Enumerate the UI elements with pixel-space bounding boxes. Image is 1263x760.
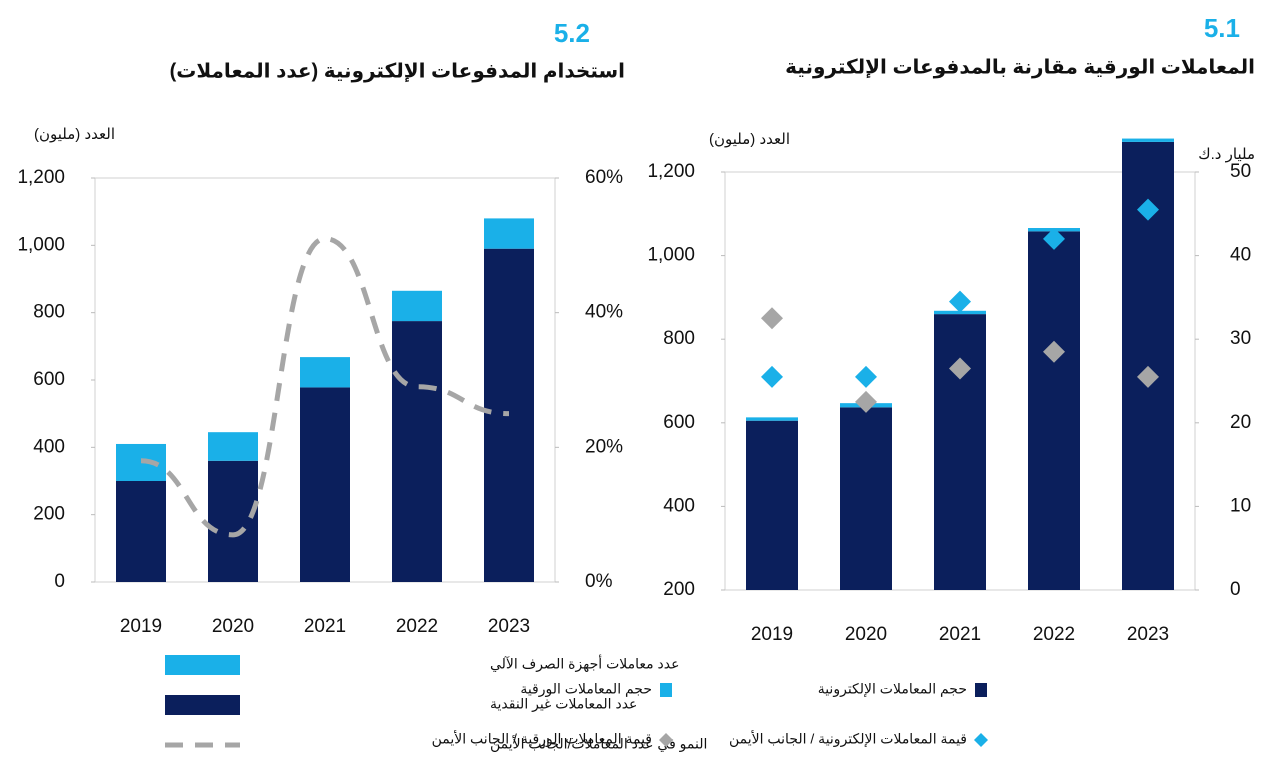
diamond-marker <box>1137 365 1159 388</box>
y-tick-label: 1,000 <box>647 245 695 266</box>
diamond-marker <box>761 365 783 388</box>
bar-segment <box>484 218 534 249</box>
diamond-marker <box>855 365 877 388</box>
x-tick-label: 2022 <box>396 616 438 637</box>
x-tick-label: 2023 <box>1127 624 1169 645</box>
y-axis-label: العدد (مليون) <box>709 131 790 148</box>
diamond-marker <box>949 357 971 380</box>
legend-swatch <box>659 733 673 747</box>
diamond-marker <box>1137 198 1159 221</box>
x-tick-label: 2023 <box>488 616 530 637</box>
bar-segment <box>392 321 442 582</box>
y2-tick-label: 40% <box>585 302 623 323</box>
y2-tick-label: 10 <box>1230 495 1251 516</box>
bar-segment <box>392 290 442 322</box>
y-tick-label: 0 <box>54 571 65 592</box>
y2-axis-label: مليار د.ك <box>1198 146 1255 163</box>
diamond-marker <box>855 390 877 413</box>
chart-number: 5.2 <box>554 18 590 48</box>
diamond-marker <box>1043 227 1065 250</box>
y2-tick-label: 50 <box>1230 161 1251 182</box>
bar-segment <box>746 417 798 421</box>
y-tick-label: 800 <box>33 302 65 323</box>
diamond-marker <box>949 290 971 313</box>
legend-label: حجم المعاملات الورقية <box>520 681 652 698</box>
legend-label: حجم المعاملات الإلكترونية <box>818 681 967 698</box>
y2-tick-label: 0% <box>585 571 613 592</box>
bar-segment <box>1028 231 1080 590</box>
legend-swatch <box>974 733 988 747</box>
y-tick-label: 400 <box>663 495 695 516</box>
bar-segment <box>1122 138 1174 142</box>
legend-label: عدد المعاملات غير النقدية <box>490 696 637 713</box>
legend-label: قيمة المعاملات الإلكترونية / الجانب الأي… <box>729 730 967 748</box>
diamond-marker <box>761 307 783 330</box>
y-tick-label: 600 <box>663 412 695 433</box>
bar-segment <box>840 407 892 590</box>
y-tick-label: 1,200 <box>647 161 695 182</box>
diamond-marker <box>1043 340 1065 363</box>
legend-swatch <box>165 695 240 715</box>
y-tick-label: 200 <box>663 579 695 600</box>
x-tick-label: 2020 <box>212 616 254 637</box>
chart-number: 5.1 <box>1204 13 1240 43</box>
bar-segment <box>300 387 350 582</box>
legend-label: عدد معاملات أجهزة الصرف الآلي <box>490 655 679 673</box>
y2-tick-label: 60% <box>585 167 623 188</box>
y-tick-label: 800 <box>663 328 695 349</box>
bar-segment <box>300 357 350 388</box>
bar-segment <box>208 460 258 582</box>
x-tick-label: 2019 <box>751 624 793 645</box>
x-tick-label: 2021 <box>304 616 346 637</box>
legend-swatch <box>165 655 240 675</box>
x-tick-label: 2021 <box>939 624 981 645</box>
x-tick-label: 2019 <box>120 616 162 637</box>
bar-segment <box>116 481 166 582</box>
y2-tick-label: 20% <box>585 436 623 457</box>
x-tick-label: 2020 <box>845 624 887 645</box>
chart-title: المعاملات الورقية مقارنة بالمدفوعات الإل… <box>785 56 1255 78</box>
y-tick-label: 1,200 <box>17 167 65 188</box>
y2-tick-label: 30 <box>1230 328 1251 349</box>
legend-swatch <box>660 683 672 697</box>
bar-segment <box>934 314 986 590</box>
bar-segment <box>208 432 258 461</box>
y-tick-label: 400 <box>33 436 65 457</box>
y-tick-label: 200 <box>33 504 65 525</box>
y2-tick-label: 20 <box>1230 412 1251 433</box>
chart-title: استخدام المدفوعات الإلكترونية (عدد المعا… <box>170 60 625 82</box>
legend-swatch <box>975 683 987 697</box>
legend-label: النمو في عدد المعاملات/الجانب الأيمن <box>490 735 707 753</box>
y2-tick-label: 0 <box>1230 579 1241 600</box>
legend-label: قيمة المعاملات الورقية / الجانب الأيمن <box>432 730 652 748</box>
y-tick-label: 1,000 <box>17 234 65 255</box>
y-axis-label: العدد (مليون) <box>34 126 115 143</box>
line-series <box>140 236 510 538</box>
x-tick-label: 2022 <box>1033 624 1075 645</box>
bar-segment <box>746 420 798 590</box>
y-tick-label: 600 <box>33 369 65 390</box>
y2-tick-label: 40 <box>1230 245 1251 266</box>
